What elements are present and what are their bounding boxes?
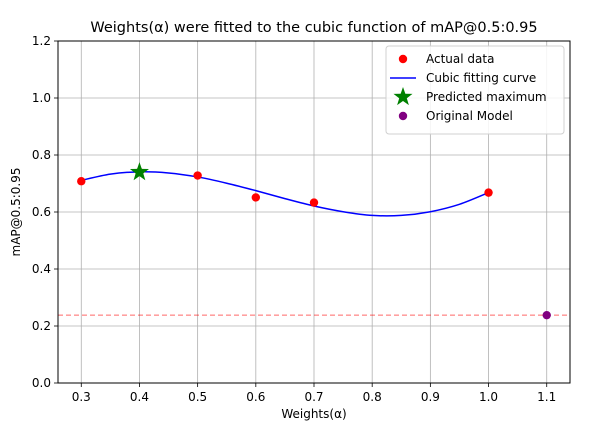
x-tick-label: 0.7 xyxy=(304,390,323,404)
y-tick-label: 0.8 xyxy=(32,148,51,162)
x-tick-label: 0.9 xyxy=(421,390,440,404)
y-axis: 0.0 0.2 0.4 0.6 0.8 1.0 1.2 xyxy=(32,34,58,390)
x-tick-label: 0.5 xyxy=(188,390,207,404)
x-tick-label: 0.8 xyxy=(363,390,382,404)
original-model-point xyxy=(542,310,551,320)
x-axis: 0.3 0.4 0.5 0.6 0.7 0.8 0.9 1.0 1.1 xyxy=(72,383,556,404)
y-tick-label: 1.0 xyxy=(32,91,51,105)
legend: Actual data Cubic fitting curve Predicted … xyxy=(385,45,565,135)
y-tick-label: 0.2 xyxy=(32,319,51,333)
x-tick-label: 0.4 xyxy=(130,390,149,404)
x-tick-label: 0.6 xyxy=(246,390,265,404)
legend-label: Predicted maximum xyxy=(426,90,547,104)
predicted-maximum-star xyxy=(129,162,149,181)
y-tick-label: 1.2 xyxy=(32,34,51,48)
legend-marker xyxy=(398,111,408,121)
actual-data-point xyxy=(193,171,202,180)
legend-label: Cubic fitting curve xyxy=(426,71,536,85)
y-tick-label: 0.6 xyxy=(32,205,51,219)
actual-data-point xyxy=(251,193,261,202)
cubic-fit-line xyxy=(81,171,489,217)
legend-marker xyxy=(398,54,408,64)
y-tick-label: 0.0 xyxy=(32,376,51,390)
x-axis-label: Weights(α) xyxy=(281,407,346,421)
series-layer xyxy=(77,162,551,320)
x-tick-label: 1.1 xyxy=(537,390,556,404)
legend-label: Actual data xyxy=(426,52,494,66)
legend-box xyxy=(385,45,565,135)
legend-label: Original Model xyxy=(426,109,513,123)
y-tick-label: 0.4 xyxy=(32,262,51,276)
chart-title: Weights(α) were fitted to the cubic func… xyxy=(90,20,537,36)
x-tick-label: 0.3 xyxy=(72,390,91,404)
y-axis-label: mAP@0.5:0.95 xyxy=(9,168,23,257)
x-tick-label: 1.0 xyxy=(479,390,498,404)
actual-data-point xyxy=(77,177,86,186)
legend-marker xyxy=(393,87,413,106)
actual-data-point xyxy=(484,188,493,197)
actual-data-point xyxy=(309,198,319,207)
